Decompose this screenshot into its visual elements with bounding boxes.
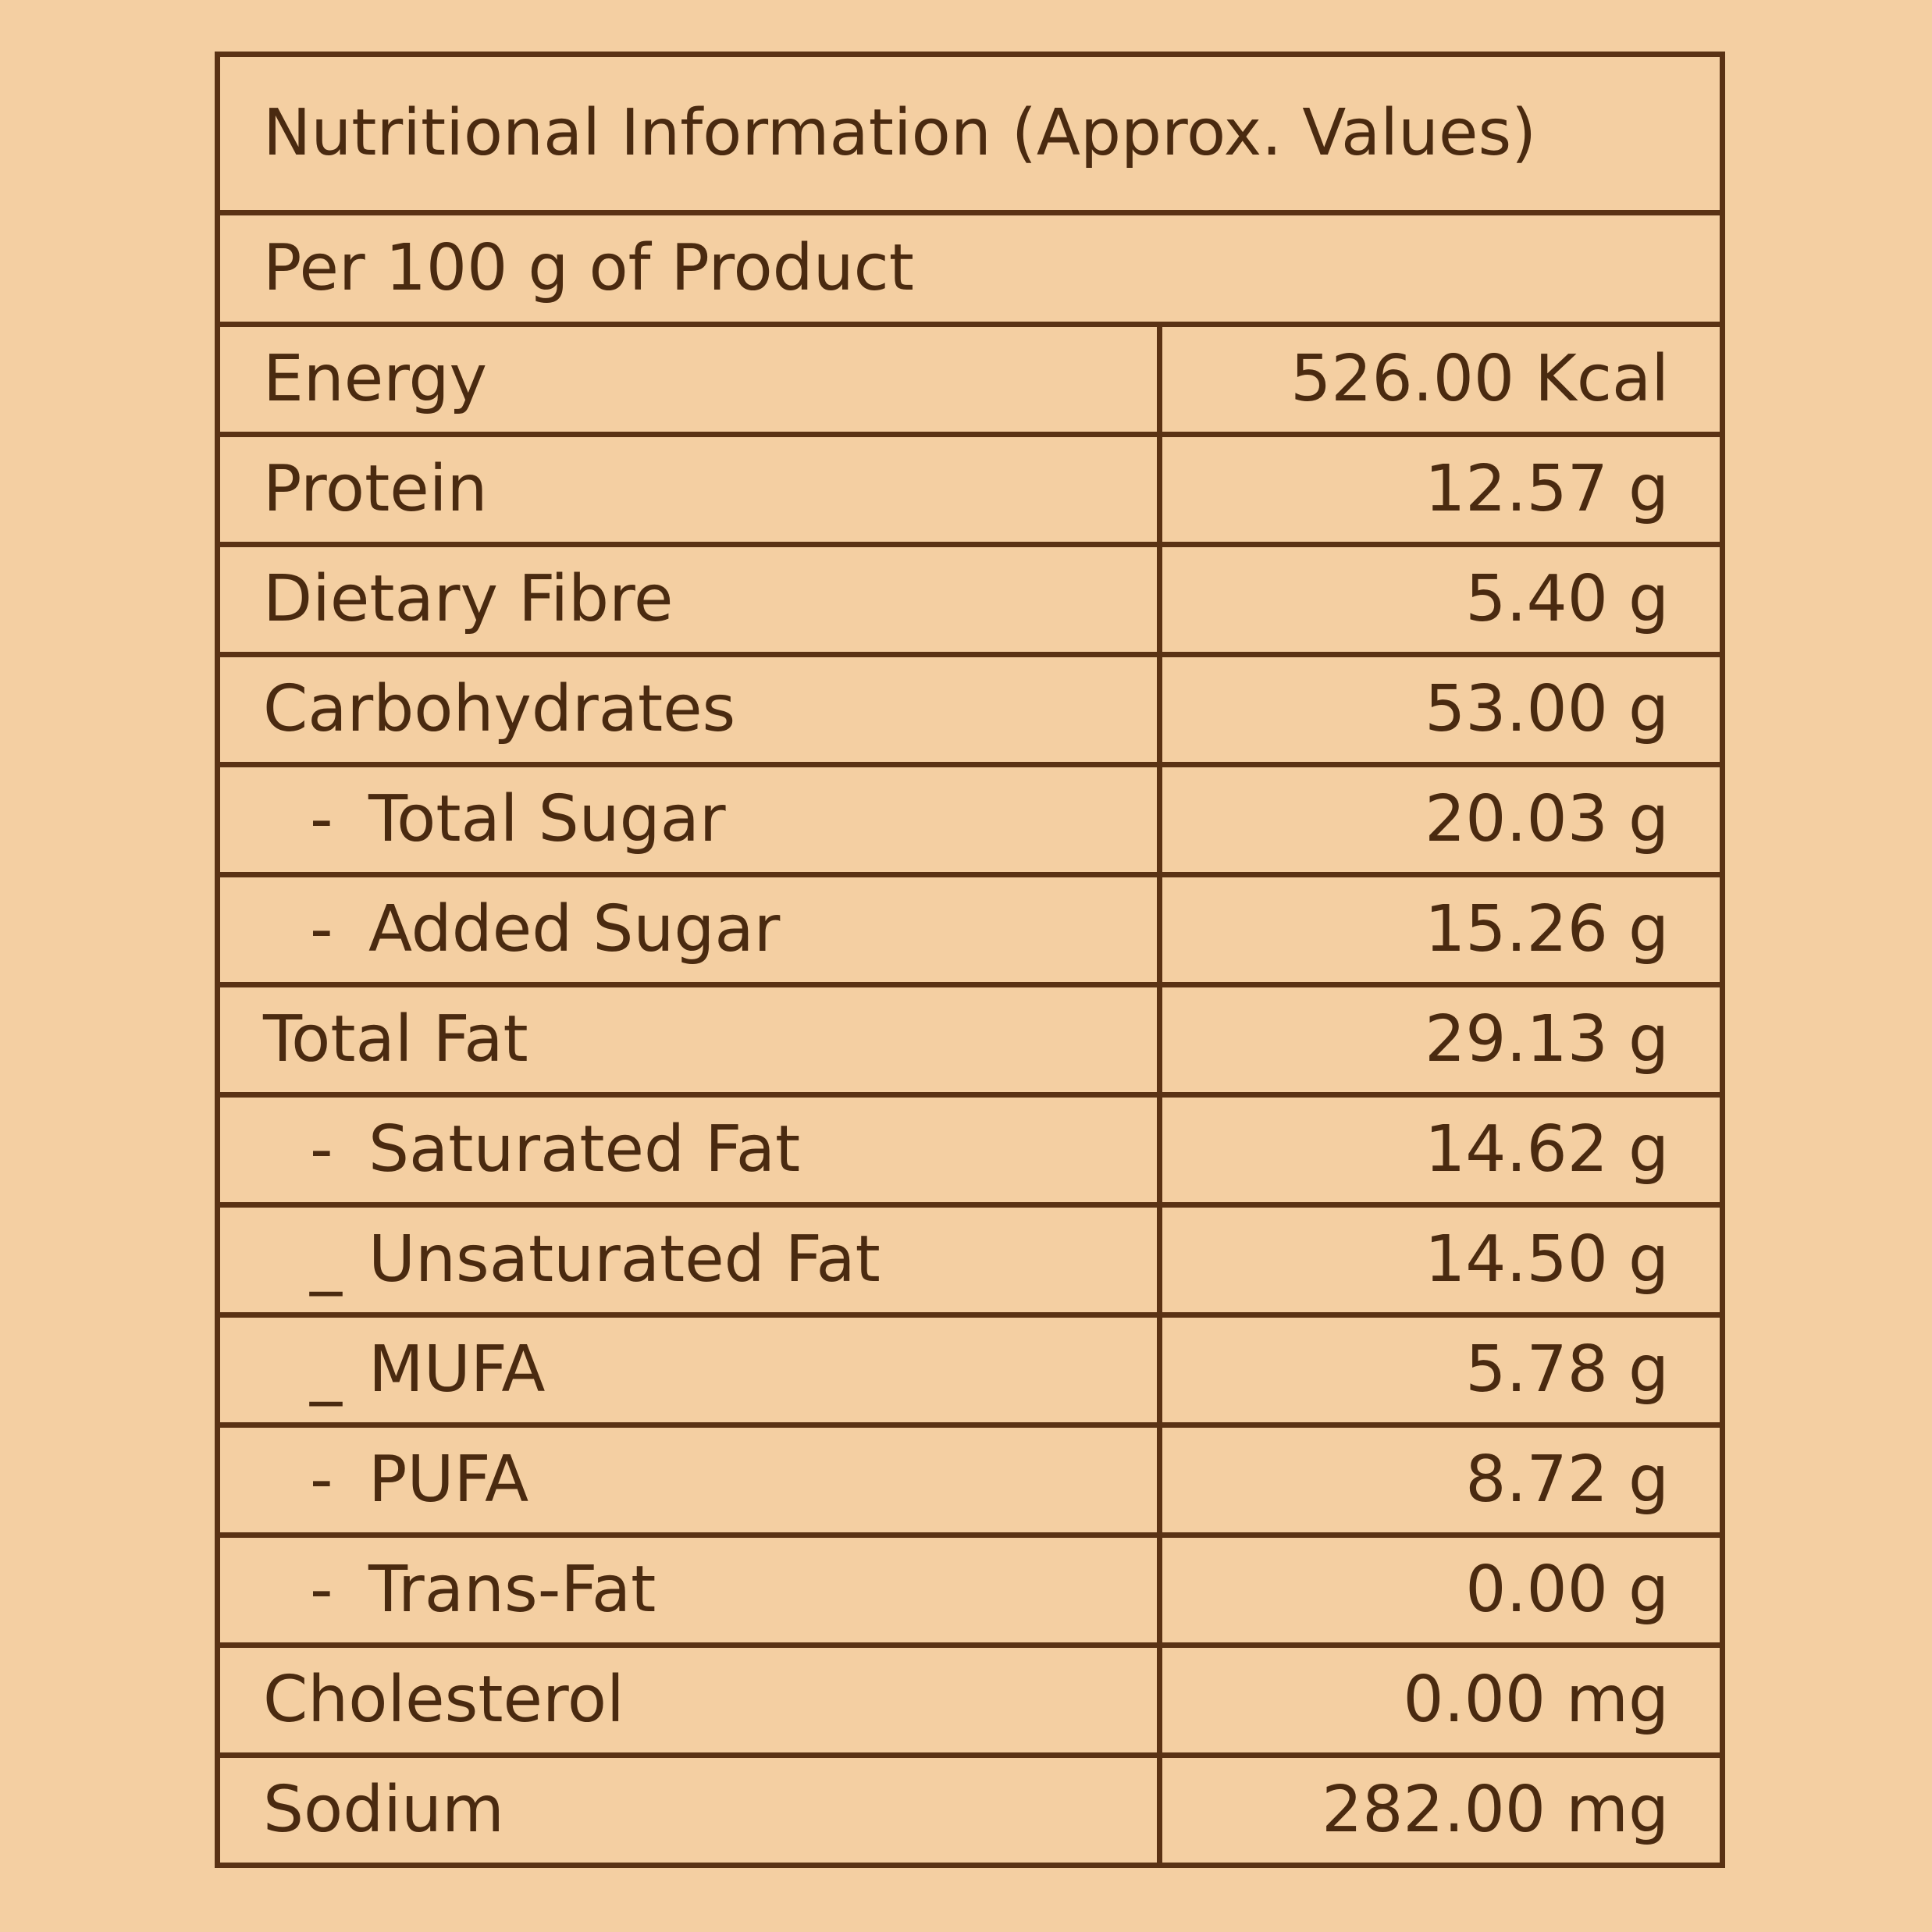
- nutrient-row: Cholesterol 0.00 mg: [215, 1642, 1725, 1758]
- nutrient-value: 5.40 g: [1157, 542, 1725, 657]
- nutrient-label: Carbohydrates: [263, 672, 736, 746]
- nutrient-value: 282.00 mg: [1157, 1752, 1725, 1868]
- nutrient-row: _ Unsaturated Fat 14.50 g: [215, 1202, 1725, 1318]
- nutrient-label: Dietary Fibre: [263, 562, 674, 636]
- nutrient-label: Total Sugar: [368, 782, 726, 856]
- nutrient-label-cell: _ Unsaturated Fat: [215, 1202, 1162, 1318]
- nutrient-label-cell: Protein: [215, 432, 1162, 547]
- nutrient-label: Saturated Fat: [368, 1112, 801, 1187]
- nutrient-label-cell: Carbohydrates: [215, 652, 1162, 767]
- nutrient-label-cell: Total Fat: [215, 982, 1162, 1098]
- nutrient-value: 12.57 g: [1157, 432, 1725, 547]
- nutrient-label: Protein: [263, 452, 488, 526]
- nutrient-row: - Trans-Fat 0.00 g: [215, 1532, 1725, 1648]
- nutrient-label: Energy: [263, 342, 488, 416]
- nutrient-label-cell: _ MUFA: [215, 1312, 1162, 1428]
- nutrient-label: Cholesterol: [263, 1663, 624, 1737]
- nutrient-row: Carbohydrates 53.00 g: [215, 652, 1725, 767]
- sub-item-marker: -: [310, 1443, 333, 1517]
- sub-item-marker: -: [310, 892, 333, 966]
- nutrient-label-cell: - Added Sugar: [215, 872, 1162, 987]
- nutrient-label-cell: - Saturated Fat: [215, 1092, 1162, 1208]
- nutrient-label: Sodium: [263, 1773, 504, 1847]
- nutrient-row: Total Fat 29.13 g: [215, 982, 1725, 1098]
- nutrient-row: Dietary Fibre 5.40 g: [215, 542, 1725, 657]
- nutrient-row: _ MUFA 5.78 g: [215, 1312, 1725, 1428]
- nutrient-value: 15.26 g: [1157, 872, 1725, 987]
- sub-item-marker: -: [310, 1553, 333, 1627]
- table-subtitle: Per 100 g of Product: [215, 210, 1725, 327]
- nutrient-value: 526.00 Kcal: [1157, 322, 1725, 437]
- nutrient-label: PUFA: [368, 1443, 529, 1517]
- nutrient-value: 8.72 g: [1157, 1422, 1725, 1538]
- nutrient-label-cell: - PUFA: [215, 1422, 1162, 1538]
- nutrient-value: 5.78 g: [1157, 1312, 1725, 1428]
- sub-item-marker: _: [310, 1332, 342, 1407]
- nutrient-label: Unsaturated Fat: [368, 1222, 881, 1297]
- nutrient-value: 29.13 g: [1157, 982, 1725, 1098]
- nutrient-value: 0.00 mg: [1157, 1642, 1725, 1758]
- nutrient-row: Sodium 282.00 mg: [215, 1752, 1725, 1868]
- nutrient-row: - Saturated Fat 14.62 g: [215, 1092, 1725, 1208]
- nutrient-label: Trans-Fat: [368, 1553, 656, 1627]
- nutrient-label: Added Sugar: [368, 892, 781, 966]
- nutrient-row: - PUFA 8.72 g: [215, 1422, 1725, 1538]
- table-title: Nutritional Information (Approx. Values): [215, 52, 1725, 215]
- nutrient-row: - Total Sugar 20.03 g: [215, 762, 1725, 877]
- nutrient-value: 14.62 g: [1157, 1092, 1725, 1208]
- nutrient-label-cell: Dietary Fibre: [215, 542, 1162, 657]
- sub-item-marker: -: [310, 782, 333, 856]
- table-title-row: Nutritional Information (Approx. Values): [215, 52, 1725, 215]
- sub-item-marker: -: [310, 1112, 333, 1187]
- nutrition-table: Nutritional Information (Approx. Values)…: [215, 52, 1725, 1868]
- nutrient-value: 20.03 g: [1157, 762, 1725, 877]
- nutrient-label-cell: Energy: [215, 322, 1162, 437]
- nutrient-value: 0.00 g: [1157, 1532, 1725, 1648]
- table-subtitle-row: Per 100 g of Product: [215, 210, 1725, 327]
- nutrient-label-cell: Cholesterol: [215, 1642, 1162, 1758]
- nutrient-row: Energy 526.00 Kcal: [215, 322, 1725, 437]
- nutrient-value: 53.00 g: [1157, 652, 1725, 767]
- sub-item-marker: _: [310, 1222, 342, 1297]
- nutrient-label: Total Fat: [263, 1002, 528, 1076]
- nutrient-label-cell: - Total Sugar: [215, 762, 1162, 877]
- nutrient-row: - Added Sugar 15.26 g: [215, 872, 1725, 987]
- nutrient-label-cell: Sodium: [215, 1752, 1162, 1868]
- nutrient-value: 14.50 g: [1157, 1202, 1725, 1318]
- nutrient-label: MUFA: [368, 1332, 546, 1407]
- nutrient-label-cell: - Trans-Fat: [215, 1532, 1162, 1648]
- nutrient-row: Protein 12.57 g: [215, 432, 1725, 547]
